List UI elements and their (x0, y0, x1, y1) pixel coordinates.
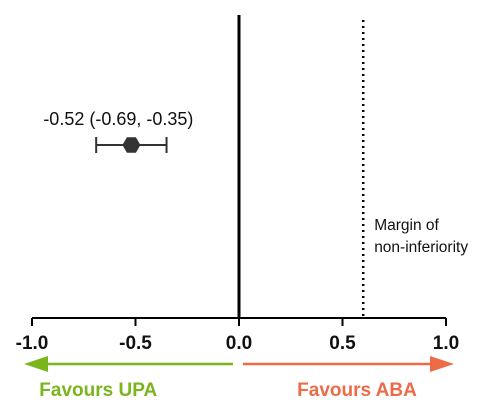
favours-aba-label: Favours ABA (297, 380, 417, 401)
favours-right-arrow-head (430, 356, 454, 372)
x-tick-label: -0.5 (119, 333, 152, 354)
x-axis-ticks: -1.0 -0.5 0.0 0.5 1.0 (16, 318, 459, 354)
x-tick-label: 1.0 (433, 333, 459, 354)
favours-upa-label: Favours UPA (39, 380, 157, 401)
x-tick-label: 0.5 (329, 333, 356, 354)
x-tick-label: -1.0 (16, 333, 49, 354)
estimate-label: -0.52 (-0.69, -0.35) (43, 109, 193, 129)
margin-label-line1: Margin of (374, 217, 439, 234)
point-estimate-marker (122, 137, 141, 153)
margin-label-line2: non-inferiority (374, 239, 468, 256)
x-tick-label: 0.0 (226, 333, 252, 354)
favours-left-arrow-head (24, 356, 48, 372)
